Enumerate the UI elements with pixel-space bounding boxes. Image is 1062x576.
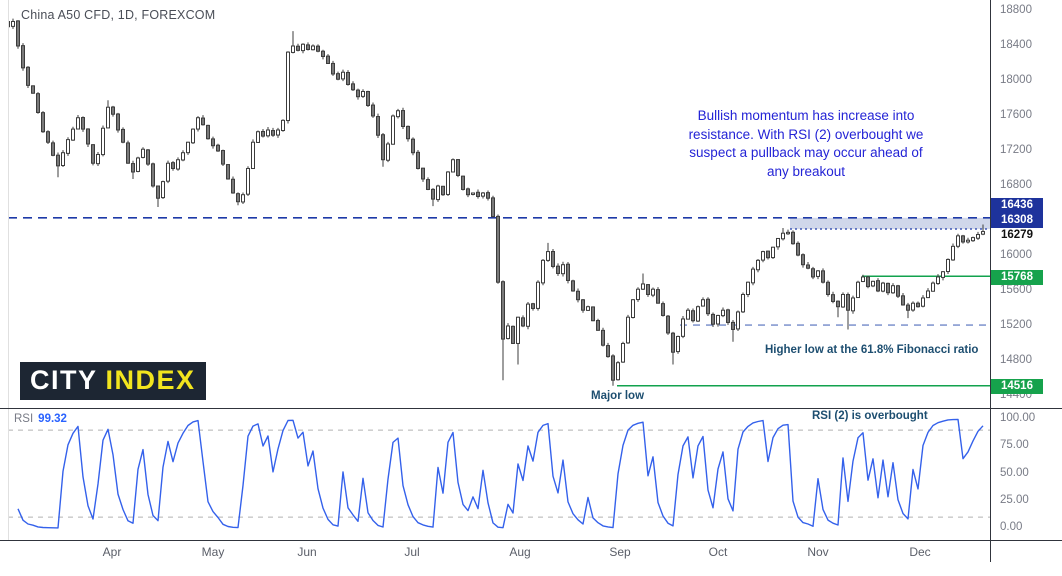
symbol-title[interactable]: China A50 CFD, 1D, FOREXCOM <box>21 8 216 22</box>
analyst-note-line: Bullish momentum has increase into <box>697 108 915 123</box>
price-tick-label: 16800 <box>1000 178 1032 191</box>
analyst-note-line: suspect a pullback may occur ahead of <box>689 145 923 160</box>
rsi-line <box>17 418 984 529</box>
price-level-badge: 16436 <box>991 197 1043 213</box>
rsi-tick-label: 25.00 <box>1000 493 1029 506</box>
month-label[interactable]: Jun <box>297 545 317 559</box>
month-label[interactable]: May <box>201 545 225 559</box>
rsi-tick-label: 0.00 <box>1000 521 1023 533</box>
rsi-tick-label: 75.00 <box>1000 439 1029 452</box>
price-tick-label: 15600 <box>1000 283 1032 296</box>
rsi-tick-label: 50.00 <box>1000 466 1029 479</box>
rsi-indicator-name: RSI <box>14 413 34 425</box>
price-tick-label: 18400 <box>1000 38 1032 51</box>
price-level-badge: 16308 <box>991 212 1043 228</box>
price-level-badge: 15768 <box>991 269 1043 285</box>
rsi-legend[interactable]: RSI 99.32 <box>14 413 67 425</box>
price-tick-label: 17200 <box>1000 143 1032 156</box>
higher-low-annotation: Higher low at the 61.8% Fibonacci ratio <box>765 344 979 356</box>
logo-index-text: INDEX <box>105 365 196 395</box>
city-index-logo: CITY INDEX <box>20 362 206 400</box>
major-low-annotation: Major low <box>591 390 645 402</box>
analyst-note-line: any breakout <box>766 163 846 179</box>
price-tick-label: 18800 <box>1000 4 1032 16</box>
month-label[interactable]: Aug <box>509 545 531 559</box>
price-level-badge: 14516 <box>991 378 1043 394</box>
analyst-note-line: resistance. With RSI (2) overbought we <box>688 126 924 142</box>
month-label[interactable]: Sep <box>609 545 631 559</box>
plot-layers <box>8 12 990 529</box>
price-tick-label: 16000 <box>1000 248 1032 261</box>
price-tick-label: 14800 <box>1000 353 1032 366</box>
rsi-overbought-annotation: RSI (2) is overbought <box>812 410 928 422</box>
candlestick-series <box>8 12 985 386</box>
month-label[interactable]: Apr <box>102 545 122 559</box>
month-label[interactable]: Oct <box>708 545 728 559</box>
price-tick-label: 15200 <box>1000 318 1032 331</box>
month-label[interactable]: Nov <box>807 545 829 559</box>
price-tick-label: 18000 <box>1000 73 1032 86</box>
rsi-current-value: 99.32 <box>38 413 67 425</box>
price-level-badge: 16279 <box>991 227 1043 243</box>
logo-city-text: CITY <box>30 365 98 395</box>
resistance-zone <box>790 217 990 230</box>
month-label[interactable]: Jul <box>404 545 420 559</box>
rsi-tick-label: 100.00 <box>1000 412 1036 425</box>
price-tick-label: 17600 <box>1000 108 1032 121</box>
month-label[interactable]: Dec <box>909 545 931 559</box>
analyst-note: Bullish momentum has increase into resist… <box>628 107 984 181</box>
